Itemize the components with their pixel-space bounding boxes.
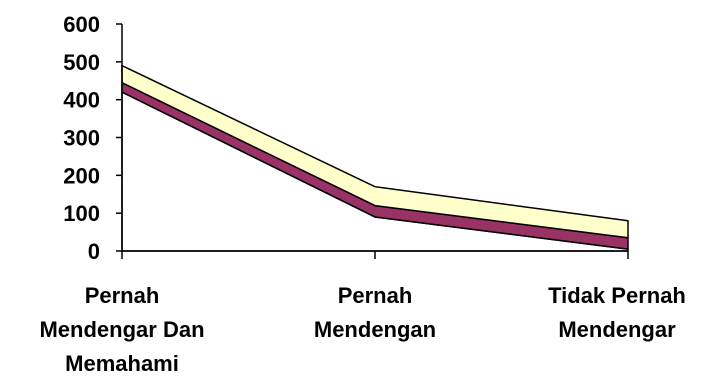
y-tick-label: 600: [63, 12, 100, 37]
x-category-label: Pernah Mendengar Dan Memahami: [39, 283, 204, 376]
y-ticks: 0 100 200 300 400 500 600: [63, 12, 122, 264]
y-tick-label: 0: [88, 239, 100, 264]
x-category-label: Pernah Mendengan: [314, 283, 436, 342]
series-areas: [122, 66, 628, 251]
y-tick-label: 200: [63, 163, 100, 188]
x-category-label: Tidak Pernah Mendengar: [548, 283, 686, 342]
y-tick-label: 100: [63, 201, 100, 226]
y-tick-label: 400: [63, 88, 100, 113]
y-tick-label: 300: [63, 126, 100, 151]
x-category-labels: Pernah Mendengar Dan Memahami Pernah Mendeng…: [39, 283, 685, 376]
x-ticks: [122, 251, 628, 259]
y-tick-label: 500: [63, 50, 100, 75]
